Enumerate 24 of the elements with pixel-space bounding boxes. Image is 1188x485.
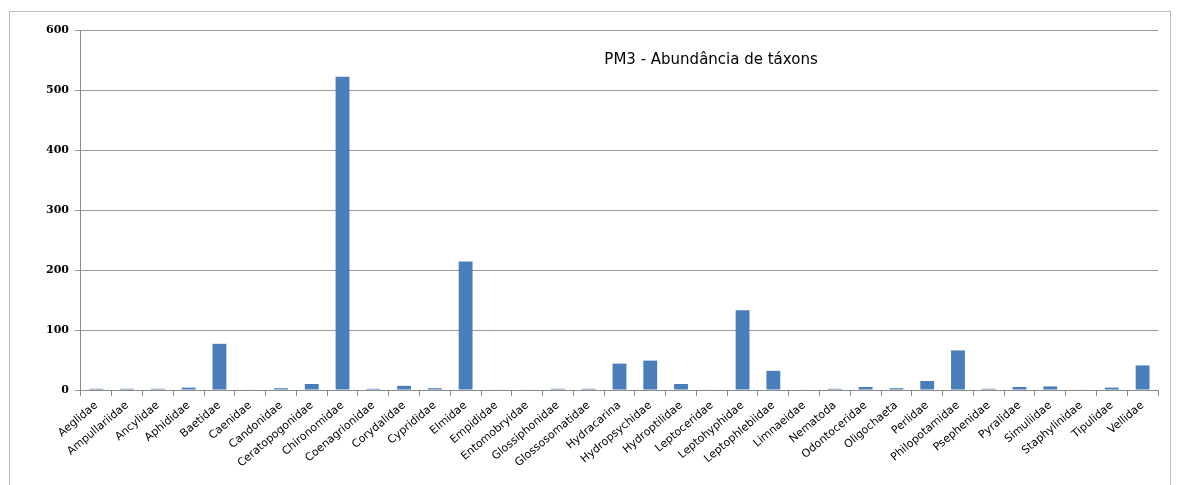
bar: [397, 385, 411, 390]
bar: [212, 343, 227, 390]
bar: [766, 370, 781, 390]
y-tick-label: 600: [45, 22, 70, 36]
y-tick-label: 300: [45, 202, 70, 216]
bar: [1043, 386, 1058, 390]
bar: [735, 310, 750, 390]
bar: [951, 350, 965, 390]
bar: [612, 363, 627, 390]
bar: [458, 261, 473, 390]
y-tick-label: 0: [61, 382, 70, 396]
bar: [858, 387, 873, 390]
text: PM3 - Abundância de táxons: [604, 49, 818, 68]
bar: [920, 381, 935, 390]
y-tick-label: 100: [45, 322, 70, 336]
y-tick-label: 200: [45, 262, 70, 276]
y-tick-label: 500: [45, 82, 70, 96]
bar: [643, 360, 658, 390]
bar: [1012, 387, 1027, 390]
y-tick-label: 400: [45, 142, 70, 156]
bar: [335, 76, 350, 390]
bar: [1135, 365, 1150, 390]
bar: [674, 384, 688, 390]
bar: [304, 384, 319, 390]
